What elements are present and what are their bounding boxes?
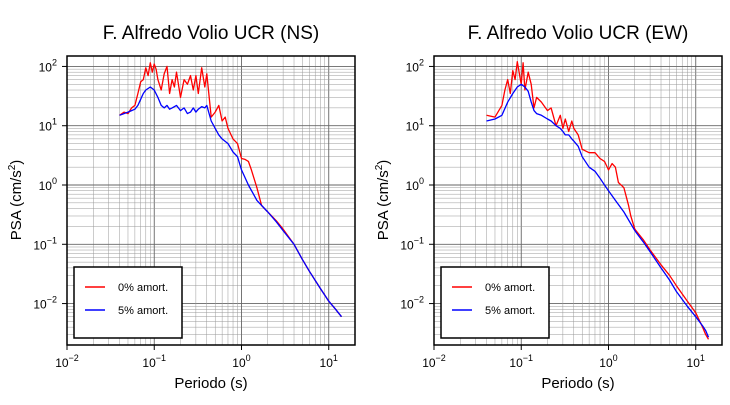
y-tick-exp: 0	[52, 176, 57, 186]
y-tick-base: 10	[33, 238, 47, 252]
x-tick-labels: 10−2 10−1 100 101	[422, 345, 705, 370]
y-tick-exp: −2	[47, 295, 57, 305]
x-tick-exp: −2	[436, 353, 446, 363]
x-tick-base: 10	[422, 356, 436, 370]
series-line-5pct	[486, 83, 710, 338]
y-tick-label: 100	[39, 176, 57, 193]
legend-box	[73, 266, 183, 339]
y-tick-label: 100	[406, 176, 424, 193]
x-tick-base: 10	[687, 356, 701, 370]
x-tick-base: 10	[599, 356, 613, 370]
x-tick-exp: −1	[523, 353, 533, 363]
y-tick-base: 10	[400, 238, 414, 252]
y-tick-label: 10−1	[400, 235, 424, 252]
y-tick-label: 102	[406, 57, 424, 74]
series-line-0pct	[486, 61, 710, 340]
y-tick-base: 10	[406, 120, 420, 134]
y-tick-exp: 2	[52, 57, 57, 67]
y-tick-base: 10	[406, 60, 420, 74]
x-tick-label: 10−2	[422, 353, 446, 370]
x-axis-label: Periodo (s)	[174, 375, 247, 392]
y-tick-base: 10	[39, 179, 53, 193]
y-axis-label: PSA (cm/s2)	[7, 160, 25, 241]
y-tick-exp: −2	[414, 295, 424, 305]
x-tick-exp: 0	[613, 353, 618, 363]
x-tick-exp: −2	[69, 353, 79, 363]
x-tick-labels: 10−2 10−1 100 101	[55, 345, 338, 370]
y-tick-base: 10	[400, 298, 414, 312]
series-lines	[119, 62, 343, 318]
y-axis-label-close: )	[8, 160, 25, 165]
y-axis-label-main: PSA (cm/s	[375, 170, 392, 240]
y-tick-exp: 1	[419, 117, 424, 127]
x-tick-exp: −1	[156, 353, 166, 363]
legend: 0% amort. 5% amort.	[73, 266, 183, 339]
y-axis-label-sup: 2	[374, 164, 385, 170]
chart-title: F. Alfredo Volio UCR (NS)	[103, 23, 319, 44]
legend: 0% amort. 5% amort.	[440, 266, 550, 339]
legend-box	[440, 266, 550, 339]
y-tick-label: 102	[39, 57, 57, 74]
y-tick-exp: 1	[52, 117, 57, 127]
x-tick-base: 10	[320, 356, 334, 370]
chart-ew: F. Alfredo Volio UCR (EW) 10−2 10−1 100 101…	[374, 23, 723, 392]
y-tick-base: 10	[33, 298, 47, 312]
y-axis-label: PSA (cm/s2)	[374, 160, 392, 241]
y-tick-base: 10	[406, 179, 420, 193]
x-tick-exp: 1	[700, 353, 705, 363]
x-tick-label: 10−2	[55, 353, 79, 370]
y-tick-label: 10−2	[400, 295, 424, 312]
plot-frame	[433, 55, 723, 346]
legend-label-0pct: 0% amort.	[485, 282, 535, 294]
x-tick-base: 10	[232, 356, 246, 370]
y-tick-exp: −1	[47, 235, 57, 245]
chart-ns: F. Alfredo Volio UCR (NS) 10−2 10−1 100 101…	[7, 23, 356, 392]
x-tick-label: 10−1	[142, 353, 166, 370]
chart-title: F. Alfredo Volio UCR (EW)	[468, 23, 689, 44]
y-axis-label-sup: 2	[7, 164, 18, 170]
y-tick-base: 10	[39, 120, 53, 134]
x-tick-label: 100	[599, 353, 617, 370]
x-tick-exp: 0	[246, 353, 251, 363]
x-tick-base: 10	[509, 356, 523, 370]
x-tick-label: 101	[687, 353, 705, 370]
x-tick-label: 101	[320, 353, 338, 370]
grid	[434, 56, 722, 345]
y-axis-label-main: PSA (cm/s	[8, 170, 25, 240]
x-axis-label: Periodo (s)	[541, 375, 614, 392]
y-tick-exp: 2	[419, 57, 424, 67]
legend-label-0pct: 0% amort.	[118, 282, 168, 294]
plot-frame	[66, 55, 356, 346]
y-tick-label: 10−2	[33, 295, 57, 312]
x-tick-exp: 1	[333, 353, 338, 363]
series-lines	[486, 61, 710, 340]
y-tick-exp: −1	[414, 235, 424, 245]
y-tick-base: 10	[39, 60, 53, 74]
y-tick-label: 101	[39, 117, 57, 134]
legend-label-5pct: 5% amort.	[485, 305, 535, 317]
series-line-5pct	[119, 86, 343, 318]
y-tick-label: 10−1	[33, 235, 57, 252]
x-tick-label: 10−1	[509, 353, 533, 370]
y-tick-label: 101	[406, 117, 424, 134]
y-tick-exp: 0	[419, 176, 424, 186]
y-axis-label-close: )	[375, 160, 392, 165]
x-tick-base: 10	[55, 356, 69, 370]
x-tick-base: 10	[142, 356, 156, 370]
legend-label-5pct: 5% amort.	[118, 305, 168, 317]
x-tick-label: 100	[232, 353, 250, 370]
